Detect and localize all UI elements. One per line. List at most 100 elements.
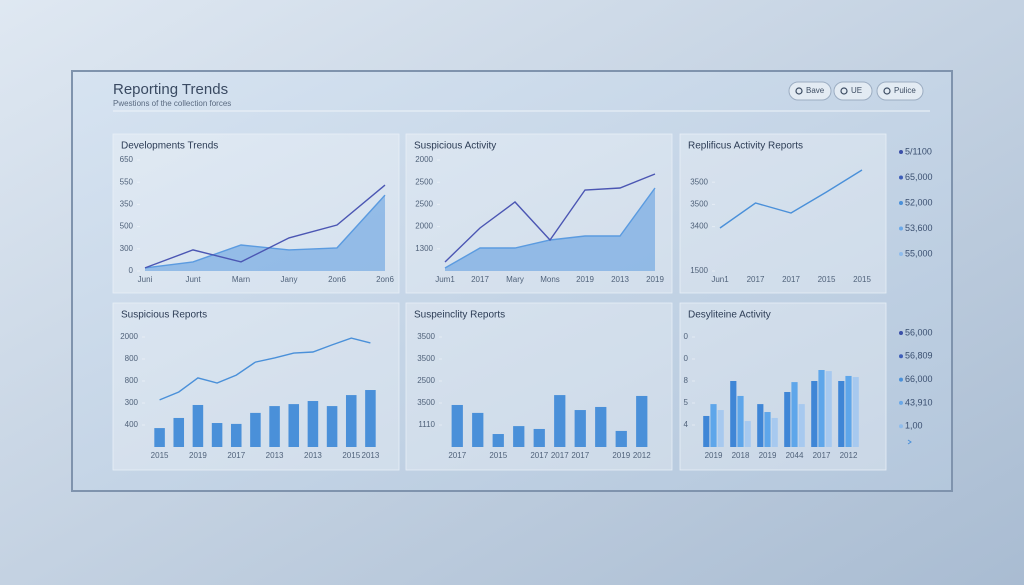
bar bbox=[811, 381, 818, 447]
x-tick-label: Junt bbox=[185, 275, 201, 284]
x-tick-label: 2017 bbox=[571, 451, 589, 460]
bar bbox=[636, 395, 648, 447]
y-tick-label: 2000 bbox=[415, 155, 433, 164]
bar bbox=[818, 370, 825, 447]
bar bbox=[326, 406, 338, 447]
x-tick-label: Mary bbox=[506, 275, 524, 284]
button-label[interactable]: UE bbox=[851, 86, 862, 95]
y-tick-label: 3500 bbox=[417, 332, 435, 341]
side-value: 1,00 bbox=[905, 421, 923, 431]
y-tick-label: 8 bbox=[684, 376, 689, 385]
bar bbox=[230, 423, 242, 447]
bar bbox=[757, 404, 764, 447]
side-value: 53,600 bbox=[905, 223, 933, 233]
y-tick-label: 0 bbox=[684, 332, 689, 341]
x-tick-label: 2019 bbox=[646, 275, 664, 284]
button-label[interactable]: Bave bbox=[806, 86, 825, 95]
bar bbox=[533, 428, 545, 447]
button-icon bbox=[840, 87, 848, 95]
x-tick-label: 2017 bbox=[551, 451, 569, 460]
bar bbox=[288, 404, 300, 447]
x-tick-label: 2013 bbox=[304, 451, 322, 460]
page-subtitle: Pwestions of the collection forces bbox=[113, 99, 231, 108]
y-tick-label: 800 bbox=[125, 376, 139, 385]
bar bbox=[365, 390, 376, 447]
chevron bbox=[907, 439, 912, 445]
x-tick-label: 2012 bbox=[840, 451, 858, 460]
bar bbox=[192, 404, 204, 447]
side-value: 55,000 bbox=[905, 248, 933, 258]
bar bbox=[154, 428, 165, 447]
button-label[interactable]: Pulice bbox=[894, 86, 916, 95]
bar bbox=[784, 392, 791, 447]
side-value: 43,910 bbox=[905, 397, 933, 407]
y-tick-label: 650 bbox=[120, 155, 134, 164]
chart-title: Replificus Activity Reports bbox=[688, 141, 803, 152]
x-tick-label: 2on6 bbox=[376, 275, 394, 284]
x-tick-label: 2013 bbox=[611, 275, 629, 284]
button[interactable] bbox=[788, 81, 832, 101]
side-value: 56,000 bbox=[905, 327, 933, 337]
x-tick-label: 2015 bbox=[342, 451, 360, 460]
y-tick-label: 0 bbox=[684, 354, 689, 363]
y-tick-label: 3500 bbox=[690, 200, 708, 209]
x-tick-label: 2015 bbox=[818, 275, 836, 284]
bar bbox=[595, 406, 607, 447]
x-tick-label: 2015 bbox=[853, 275, 871, 284]
bar bbox=[513, 426, 525, 447]
x-tick-label: 2019 bbox=[705, 451, 723, 460]
x-tick-label: 2017 bbox=[813, 451, 831, 460]
x-tick-label: 2017 bbox=[471, 275, 489, 284]
y-tick-label: 2000 bbox=[120, 332, 138, 341]
y-tick-label: 2500 bbox=[417, 376, 435, 385]
y-tick-label: 1110 bbox=[418, 420, 435, 429]
y-tick-label: 300 bbox=[120, 244, 134, 253]
legend-dot bbox=[899, 226, 903, 231]
bar bbox=[451, 404, 463, 447]
line bbox=[144, 194, 386, 269]
x-tick-label: 2013 bbox=[266, 451, 284, 460]
line bbox=[444, 173, 656, 263]
bar bbox=[703, 415, 710, 447]
bar bbox=[730, 381, 737, 447]
x-tick-label: 2017 bbox=[747, 275, 765, 284]
bar bbox=[771, 417, 778, 447]
chart-panel bbox=[679, 133, 887, 294]
bar bbox=[345, 395, 357, 447]
y-tick-label: 3500 bbox=[417, 398, 435, 407]
legend-dot bbox=[899, 252, 903, 256]
area bbox=[145, 195, 385, 271]
y-tick-label: 1300 bbox=[415, 244, 433, 253]
bar bbox=[791, 382, 798, 447]
bar bbox=[492, 434, 504, 447]
bar bbox=[744, 421, 751, 447]
x-tick-label: 2018 bbox=[732, 451, 750, 460]
legend-dot bbox=[899, 377, 903, 382]
x-tick-label: 2on6 bbox=[328, 275, 346, 284]
chart-title: Suspicious Activity bbox=[414, 141, 496, 152]
x-tick-label: Jun1 bbox=[711, 275, 729, 284]
y-tick-label: 3500 bbox=[690, 177, 708, 186]
x-tick-label: 2013 bbox=[362, 451, 380, 460]
bar bbox=[574, 410, 586, 447]
x-tick-label: 2017 bbox=[530, 451, 548, 460]
x-tick-label: 2012 bbox=[633, 451, 651, 460]
bar bbox=[472, 412, 484, 447]
bar bbox=[764, 412, 771, 447]
bar bbox=[173, 417, 185, 447]
y-tick-label: 0 bbox=[129, 266, 134, 275]
button[interactable] bbox=[876, 81, 924, 101]
y-tick-label: 800 bbox=[125, 354, 139, 363]
x-tick-label: Jum1 bbox=[435, 275, 455, 284]
x-tick-label: Jany bbox=[281, 275, 298, 284]
y-tick-label: 500 bbox=[120, 222, 134, 231]
side-value: 66,000 bbox=[905, 374, 933, 384]
bar bbox=[615, 430, 627, 447]
side-value: 52,000 bbox=[905, 197, 933, 207]
button[interactable] bbox=[833, 81, 873, 101]
x-tick-label: 2019 bbox=[612, 451, 630, 460]
bar bbox=[845, 375, 852, 447]
y-tick-label: 400 bbox=[125, 420, 139, 429]
y-tick-label: 5 bbox=[684, 398, 689, 407]
